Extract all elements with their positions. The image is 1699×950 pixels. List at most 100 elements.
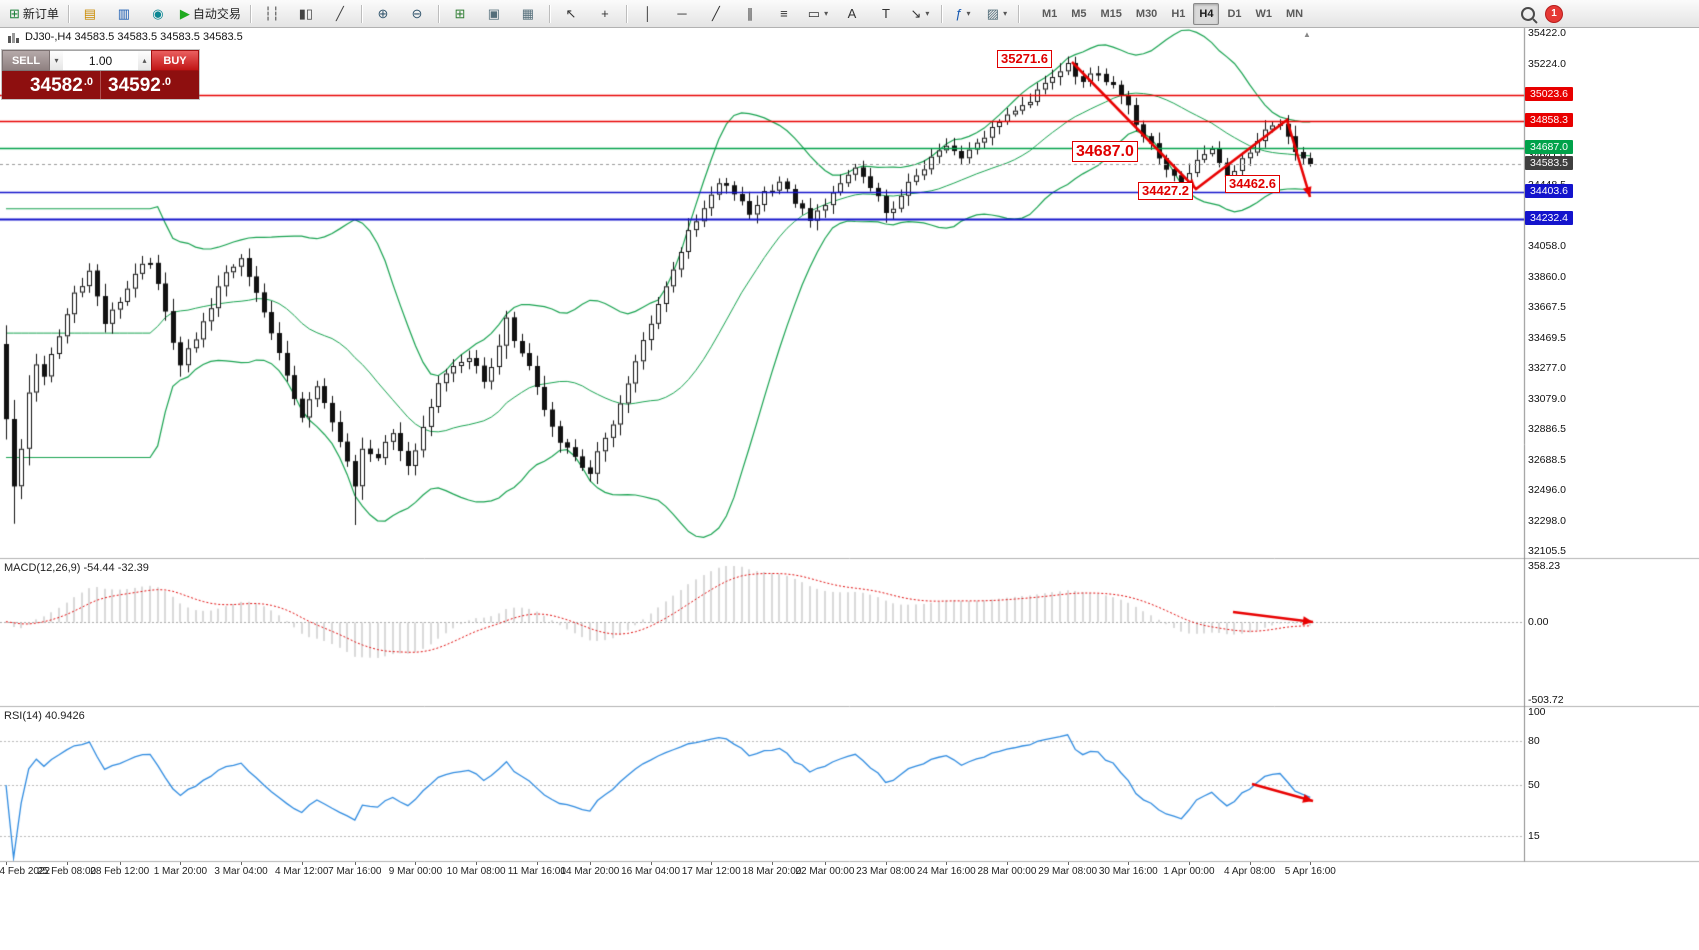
arrange-windows-icon: ▦ — [521, 6, 535, 21]
toolbar-separator — [1017, 4, 1019, 23]
toolbar-buttons: ⊞ 新订单 ▤ ▥ ◉ ▶ 自动交易 ┆┆ ▮▯ ╱ ⊕ ⊖ ⊞ ▣ ▦ ↖ + │ ─ ╱ ∥ ≡ ▭ ▾ A T ↘ ▾ ƒ ▾ ▨ ▾ — [4, 0, 1023, 27]
timeframe-mn-button[interactable]: MN — [1286, 7, 1304, 20]
new-order-icon: ⊞ — [9, 6, 20, 21]
shapes-icon: ▭ — [807, 6, 821, 21]
candlestick-chart-button[interactable]: ▮▯ — [290, 2, 322, 26]
timeframe-d1-button[interactable]: D1 — [1227, 7, 1242, 20]
volume-up-button[interactable]: ▴ — [138, 50, 151, 71]
price-dec: .0 — [83, 75, 93, 88]
timeframe-m30-button[interactable]: M30 — [1135, 7, 1158, 20]
templates-button[interactable]: ▨ ▾ — [981, 2, 1013, 26]
timeframe-m5-button[interactable]: M5 — [1071, 7, 1087, 20]
arrows-button[interactable]: ↘ ▾ — [904, 2, 936, 26]
rsi-label: RSI(14) 40.9426 — [4, 710, 85, 722]
toolbar-separator — [360, 4, 362, 23]
crosshair-button[interactable]: + — [589, 2, 621, 26]
navigator-icon: ◉ — [152, 6, 164, 21]
zoom-in-button[interactable]: ⊕ — [367, 2, 399, 26]
horizontal-line-button[interactable]: ─ — [666, 2, 698, 26]
notification-badge[interactable]: 1 — [1545, 4, 1563, 23]
zoom-out-button[interactable]: ⊖ — [401, 2, 433, 26]
chart-shift-marker[interactable]: ▲ — [1303, 30, 1311, 39]
chart-icon — [8, 32, 19, 43]
timeframe-h1-button[interactable]: H1 — [1171, 7, 1186, 20]
templates-icon: ▨ — [986, 6, 1000, 21]
line-chart-button[interactable]: ╱ — [324, 2, 356, 26]
volume-down-button[interactable]: ▾ — [50, 50, 63, 71]
timeframe-w1-button[interactable]: W1 — [1255, 7, 1273, 20]
vertical-line-button[interactable]: │ — [632, 2, 664, 26]
timeframe-m1-button[interactable]: M1 — [1041, 7, 1058, 20]
bar-chart-icon: ┆┆ — [264, 6, 280, 21]
symbol-info: DJ30-,H4 34583.5 34583.5 34583.5 34583.5 — [8, 31, 243, 43]
label-icon: T — [881, 6, 890, 21]
search-icon[interactable] — [1521, 6, 1535, 21]
one-click-trading-panel: SELL ▾ ▴ BUY 34582.0 34592.0 — [2, 50, 199, 99]
price-int: 34582 — [29, 74, 83, 96]
toolbar-separator — [940, 4, 942, 23]
timeframe-h4-button[interactable]: H4 — [1193, 2, 1220, 25]
zoom-out-icon: ⊖ — [411, 6, 423, 21]
cursor-button[interactable]: ↖ — [555, 2, 587, 26]
tile-windows-icon: ⊞ — [454, 6, 466, 21]
price-dec: .0 — [161, 75, 172, 88]
auto-trading-button-label: 自动交易 — [192, 7, 241, 21]
toolbar-separator — [548, 4, 550, 23]
timeframe-m15-button[interactable]: M15 — [1100, 7, 1122, 20]
cascade-windows-button[interactable]: ▣ — [478, 2, 510, 26]
sell-price[interactable]: 34582.0 — [2, 71, 101, 99]
new-order-button[interactable]: ⊞ 新订单 — [5, 2, 63, 26]
zoom-in-icon: ⊕ — [377, 6, 389, 21]
cascade-windows-icon: ▣ — [487, 6, 501, 21]
arrows-icon: ↘ — [910, 6, 922, 21]
caret-down-icon: ▾ — [1003, 9, 1008, 18]
market-watch-icon: ▤ — [83, 6, 97, 21]
auto-trading-button[interactable]: ▶ 自动交易 — [176, 2, 245, 26]
cursor-icon: ↖ — [565, 6, 577, 21]
timeframe-buttons: M1 M5 M15 M30 H1 H4 D1 W1 MN — [1035, 0, 1310, 27]
horizontal-line-icon: ─ — [677, 6, 687, 21]
fibonacci-icon: ≡ — [780, 6, 788, 21]
caret-down-icon: ▾ — [966, 9, 971, 18]
bar-chart-button[interactable]: ┆┆ — [256, 2, 288, 26]
volume-input[interactable] — [63, 50, 138, 71]
toolbar-right: 1 — [1521, 4, 1695, 23]
channel-icon: ∥ — [746, 6, 754, 21]
channel-button[interactable]: ∥ — [734, 2, 766, 26]
text-icon: A — [847, 6, 857, 21]
macd-label: MACD(12,26,9) -54.44 -32.39 — [4, 562, 149, 574]
label-button[interactable]: T — [870, 2, 902, 26]
fibonacci-button[interactable]: ≡ — [768, 2, 800, 26]
sell-button[interactable]: SELL — [2, 50, 50, 71]
market-watch-button[interactable]: ▤ — [74, 2, 106, 26]
caret-down-icon: ▾ — [925, 9, 930, 18]
toolbar-separator — [67, 4, 69, 23]
line-chart-icon: ╱ — [336, 6, 344, 21]
arrange-windows-button[interactable]: ▦ — [512, 2, 544, 26]
buy-button[interactable]: BUY — [151, 50, 199, 71]
buy-price[interactable]: 34592.0 — [101, 71, 199, 99]
data-window-icon: ▥ — [117, 6, 131, 21]
toolbar: ⊞ 新订单 ▤ ▥ ◉ ▶ 自动交易 ┆┆ ▮▯ ╱ ⊕ ⊖ ⊞ ▣ ▦ ↖ + │ ─ ╱ ∥ ≡ ▭ ▾ A T ↘ ▾ ƒ ▾ ▨ ▾ … — [0, 0, 1699, 28]
price-int: 34592 — [108, 74, 161, 96]
symbol-ohlc-text: DJ30-,H4 34583.5 34583.5 34583.5 34583.5 — [25, 31, 243, 43]
toolbar-separator — [437, 4, 439, 23]
auto-trading-icon: ▶ — [179, 6, 190, 21]
indicators-button[interactable]: ƒ ▾ — [947, 2, 979, 26]
indicators-icon: ƒ — [955, 6, 963, 21]
tile-windows-button[interactable]: ⊞ — [444, 2, 476, 26]
new-order-button-label: 新订单 — [22, 7, 59, 21]
text-button[interactable]: A — [836, 2, 868, 26]
vertical-line-icon: │ — [643, 6, 652, 21]
data-window-button[interactable]: ▥ — [108, 2, 140, 26]
toolbar-separator — [249, 4, 251, 23]
trendline-button[interactable]: ╱ — [700, 2, 732, 26]
trendline-icon: ╱ — [712, 6, 720, 21]
navigator-button[interactable]: ◉ — [142, 2, 174, 26]
candlestick-chart-icon: ▮▯ — [298, 6, 314, 21]
crosshair-icon: + — [601, 6, 609, 21]
shapes-button[interactable]: ▭ ▾ — [802, 2, 834, 26]
toolbar-separator — [625, 4, 627, 23]
